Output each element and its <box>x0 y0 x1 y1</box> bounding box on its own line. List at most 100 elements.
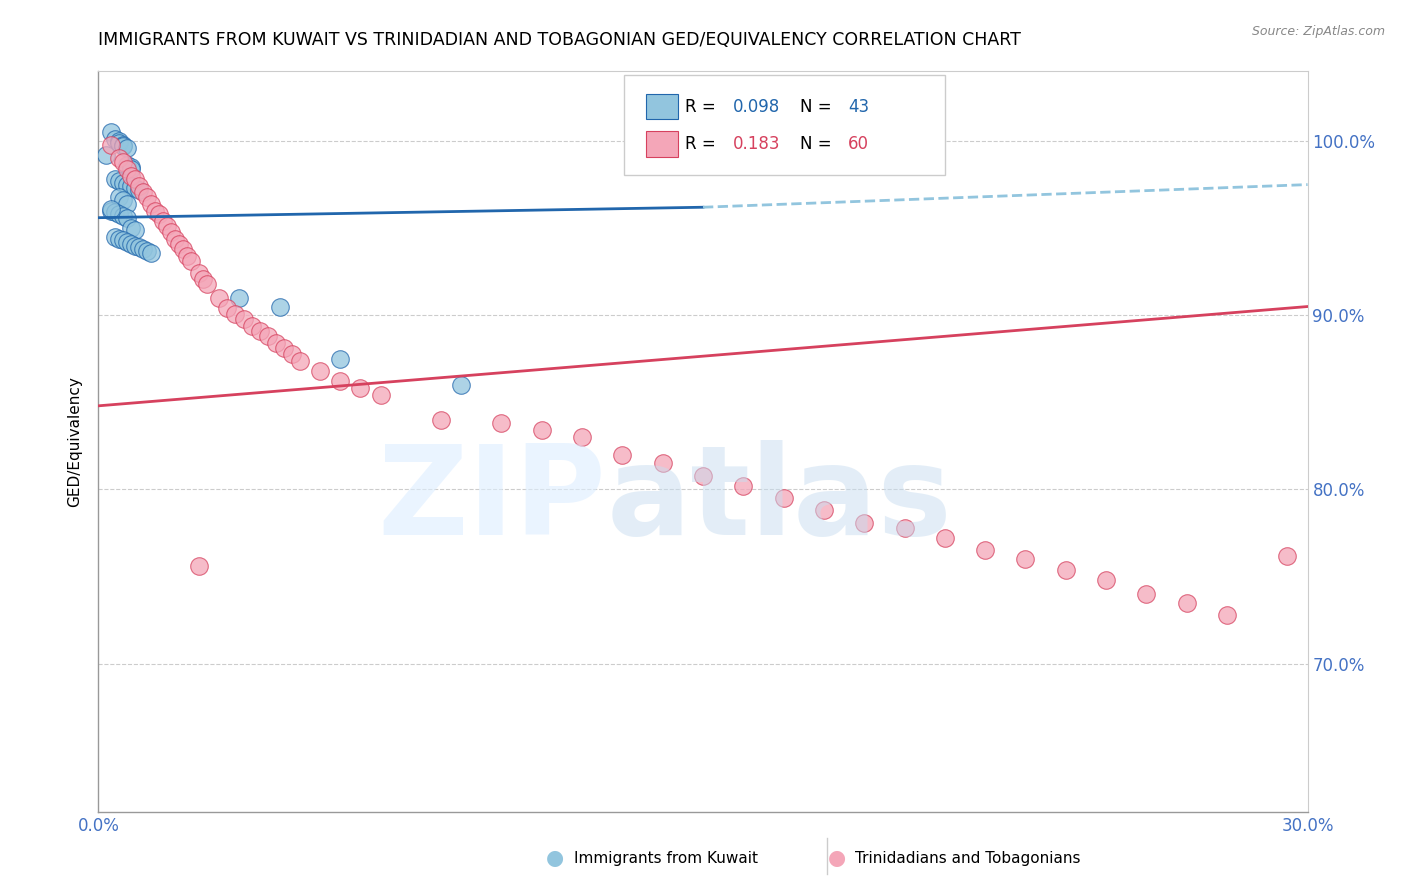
Point <box>1095 573 1118 587</box>
Point <box>934 531 956 545</box>
Point <box>329 375 352 389</box>
Point <box>124 181 146 195</box>
Point <box>281 346 304 360</box>
Point <box>193 271 215 285</box>
Point <box>329 351 352 366</box>
Point <box>273 342 295 356</box>
Point <box>195 277 218 291</box>
Text: N =: N = <box>800 98 837 116</box>
Point <box>1175 596 1198 610</box>
Point <box>167 236 190 251</box>
Text: atlas: atlas <box>606 441 952 561</box>
Point <box>232 311 254 326</box>
Point <box>107 190 129 204</box>
Point <box>240 318 263 333</box>
Point <box>100 137 122 152</box>
Point <box>103 172 125 186</box>
Point <box>269 300 291 314</box>
Point <box>176 249 198 263</box>
Point <box>100 203 122 218</box>
Point <box>370 388 392 402</box>
Point <box>124 223 146 237</box>
Point <box>124 172 146 186</box>
Point <box>156 219 179 234</box>
Point <box>103 230 125 244</box>
Point <box>1216 607 1239 622</box>
Point <box>128 240 150 254</box>
Point <box>612 448 634 462</box>
Point <box>148 207 170 221</box>
Point <box>733 479 755 493</box>
Point <box>143 203 166 218</box>
Point <box>107 174 129 188</box>
Point <box>491 416 513 430</box>
Text: ●: ● <box>828 848 845 868</box>
Point <box>224 306 246 320</box>
Point <box>115 158 138 172</box>
Point <box>111 137 134 152</box>
Point <box>115 211 138 225</box>
Point <box>256 329 278 343</box>
Text: 0.183: 0.183 <box>734 135 780 153</box>
Point <box>120 179 142 194</box>
Point <box>1277 549 1299 563</box>
FancyBboxPatch shape <box>647 131 678 156</box>
Text: ZIP: ZIP <box>378 441 606 561</box>
Point <box>132 185 155 199</box>
Point <box>120 221 142 235</box>
Point <box>100 125 122 139</box>
Point <box>1054 563 1077 577</box>
Point <box>107 134 129 148</box>
Point <box>120 169 142 183</box>
Point <box>208 291 231 305</box>
Point <box>139 245 162 260</box>
Point <box>124 238 146 252</box>
Point <box>115 178 138 192</box>
Point <box>893 521 915 535</box>
Point <box>180 254 202 268</box>
Point <box>135 244 157 258</box>
Point <box>111 139 134 153</box>
Point <box>107 136 129 150</box>
Point <box>120 161 142 176</box>
Point <box>450 378 472 392</box>
Point <box>571 430 593 444</box>
Point <box>530 423 553 437</box>
Text: 0.098: 0.098 <box>734 98 780 116</box>
Text: ●: ● <box>547 848 564 868</box>
Text: Trinidadians and Tobagonians: Trinidadians and Tobagonians <box>855 851 1080 865</box>
Point <box>152 214 174 228</box>
Point <box>128 183 150 197</box>
Point <box>120 160 142 174</box>
Point <box>160 225 183 239</box>
Text: N =: N = <box>800 135 837 153</box>
Point <box>111 233 134 247</box>
Point <box>1135 587 1157 601</box>
Point <box>288 353 311 368</box>
Point <box>1014 552 1036 566</box>
Point <box>111 194 134 208</box>
Text: R =: R = <box>685 98 721 116</box>
FancyBboxPatch shape <box>624 75 945 175</box>
Point <box>111 209 134 223</box>
Point <box>813 503 835 517</box>
Point <box>96 148 118 162</box>
Point <box>163 231 186 245</box>
Text: Source: ZipAtlas.com: Source: ZipAtlas.com <box>1251 25 1385 38</box>
Point <box>115 161 138 176</box>
Point <box>103 132 125 146</box>
Text: Immigrants from Kuwait: Immigrants from Kuwait <box>574 851 758 865</box>
Point <box>217 301 239 316</box>
Text: IMMIGRANTS FROM KUWAIT VS TRINIDADIAN AND TOBAGONIAN GED/EQUIVALENCY CORRELATION: IMMIGRANTS FROM KUWAIT VS TRINIDADIAN AN… <box>98 31 1021 49</box>
Text: 43: 43 <box>848 98 869 116</box>
Point <box>853 516 876 530</box>
Text: 60: 60 <box>848 135 869 153</box>
Point <box>139 196 162 211</box>
Point <box>430 413 453 427</box>
Point <box>107 207 129 221</box>
Point <box>188 267 211 281</box>
Point <box>349 381 371 395</box>
Point <box>111 176 134 190</box>
Point <box>188 559 211 574</box>
Point <box>651 456 673 470</box>
